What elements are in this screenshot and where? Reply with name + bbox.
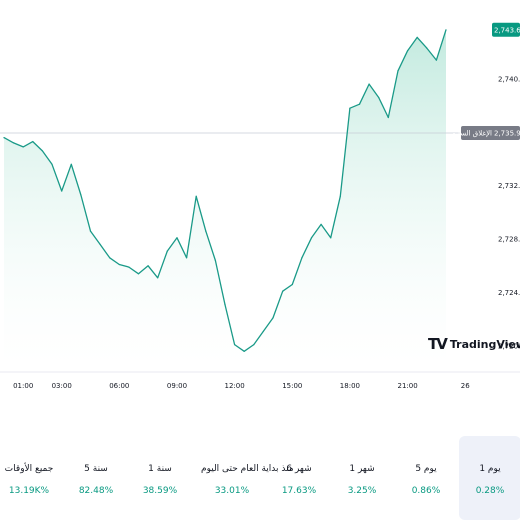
period-change: 0.28% xyxy=(475,486,505,496)
period-item[interactable]: 1 يوم 0.28% xyxy=(459,436,520,520)
price-point xyxy=(282,290,284,292)
period-item[interactable]: 6 شهر 17.63% xyxy=(268,436,330,520)
tradingview-wordmark: TradingView xyxy=(449,337,520,351)
x-tick-label: 12:00 xyxy=(225,382,245,390)
period-label: 6 شهر xyxy=(286,464,312,474)
period-change: 3.25% xyxy=(347,486,377,496)
x-tick-label: 09:00 xyxy=(167,382,187,390)
price-point xyxy=(3,137,5,139)
price-point xyxy=(310,237,313,239)
price-point xyxy=(32,141,34,143)
period-label: 5 سنة xyxy=(84,464,108,474)
price-point xyxy=(378,96,380,99)
price-point xyxy=(166,250,168,252)
price-point xyxy=(186,257,188,259)
price-point xyxy=(128,266,130,268)
x-axis: 01:00 03:00 06:00 09:00 12:00 15:00 18:00 21:00… xyxy=(0,371,520,390)
period-change: 0.86% xyxy=(411,486,441,496)
y-tick-label: 2,732.00 xyxy=(498,182,520,190)
x-tick-label: 06:00 xyxy=(109,382,129,390)
price-point xyxy=(118,263,120,266)
price-point xyxy=(70,163,72,165)
price-point xyxy=(205,230,207,232)
period-change: 82.48% xyxy=(78,486,114,496)
price-point xyxy=(435,59,437,61)
price-point xyxy=(137,273,140,275)
period-change: 13.19K% xyxy=(8,486,50,496)
period-performance-row: 1 يوم 0.28% 5 يوم 0.86% 1 شهر 3.25% 6 شهر 17.63… xyxy=(0,436,520,520)
price-point xyxy=(61,190,63,192)
price-point xyxy=(214,259,216,262)
price-point xyxy=(51,163,53,165)
price-point xyxy=(349,107,351,109)
price-point xyxy=(89,230,92,232)
price-point xyxy=(272,317,274,319)
price-point xyxy=(339,195,341,197)
price-point xyxy=(157,277,159,279)
price-point xyxy=(13,142,15,144)
x-tick-label: 18:00 xyxy=(340,382,360,390)
period-change: 38.59% xyxy=(142,486,178,496)
price-point xyxy=(243,350,245,352)
period-item[interactable]: 1 سنة 38.59% xyxy=(129,436,191,520)
period-item[interactable]: 5 سنة 82.48% xyxy=(65,436,127,520)
period-label: 1 يوم xyxy=(479,464,501,474)
period-label: 1 شهر xyxy=(349,464,375,474)
x-tick-label: 21:00 xyxy=(398,382,418,390)
price-point xyxy=(397,70,399,72)
x-tick-label: 26 xyxy=(461,382,470,390)
price-point xyxy=(320,223,322,225)
price-point xyxy=(387,116,389,119)
price-point xyxy=(22,146,24,148)
period-label: 5 يوم xyxy=(415,464,437,474)
previous-close-value: 2,735.94 xyxy=(494,130,520,138)
y-tick-label: 2,724.00 xyxy=(498,289,520,297)
price-point xyxy=(41,150,44,152)
price-point xyxy=(368,83,370,85)
price-point xyxy=(407,50,409,52)
period-change: 17.63% xyxy=(281,486,317,496)
price-point xyxy=(330,237,332,239)
previous-close-label: الإغلاق السابق xyxy=(450,130,492,138)
price-point xyxy=(224,304,226,306)
period-label: جميع الأوقات xyxy=(4,464,54,474)
period-item[interactable]: منذ بداية العام حتى اليوم 33.01% xyxy=(201,436,294,520)
price-point xyxy=(234,344,236,346)
price-point xyxy=(176,237,178,239)
last-price-value: 2,743.67 xyxy=(494,26,520,34)
price-point xyxy=(195,195,197,197)
period-change: 33.01% xyxy=(214,486,250,496)
price-point xyxy=(426,47,428,49)
price-point xyxy=(445,29,447,31)
period-item[interactable]: جميع الأوقات 13.19K% xyxy=(0,436,60,520)
x-tick-label: 03:00 xyxy=(52,382,72,390)
price-chart[interactable]: 2,720.002,724.002,728.002,732.002,736.00… xyxy=(0,0,520,400)
price-point xyxy=(99,243,101,245)
price-point xyxy=(262,330,264,332)
period-label: 1 سنة xyxy=(148,464,172,474)
price-point xyxy=(147,265,149,267)
period-item[interactable]: 1 شهر 3.25% xyxy=(331,436,393,520)
period-item[interactable]: 5 يوم 0.86% xyxy=(395,436,457,520)
y-tick-label: 2,740.00 xyxy=(498,75,520,83)
y-tick-label: 2,720.00 xyxy=(498,343,520,351)
y-axis: 2,720.002,724.002,728.002,732.002,736.00… xyxy=(498,75,520,350)
price-point xyxy=(253,344,255,346)
tradingview-logo: TV TradingView xyxy=(428,335,520,353)
price-area-fill xyxy=(4,29,446,367)
last-price-tag: 2,743.67 xyxy=(492,22,520,37)
price-point xyxy=(301,257,303,259)
price-point xyxy=(416,36,418,39)
price-point xyxy=(80,194,82,196)
x-tick-label: 15:00 xyxy=(282,382,302,390)
price-point xyxy=(291,283,293,286)
price-point xyxy=(358,103,361,105)
period-label: منذ بداية العام حتى اليوم xyxy=(201,464,294,474)
y-tick-label: 2,728.00 xyxy=(498,236,520,244)
x-tick-label: 01:00 xyxy=(13,382,33,390)
tradingview-mark-icon: TV xyxy=(428,335,448,353)
price-point xyxy=(109,257,111,259)
